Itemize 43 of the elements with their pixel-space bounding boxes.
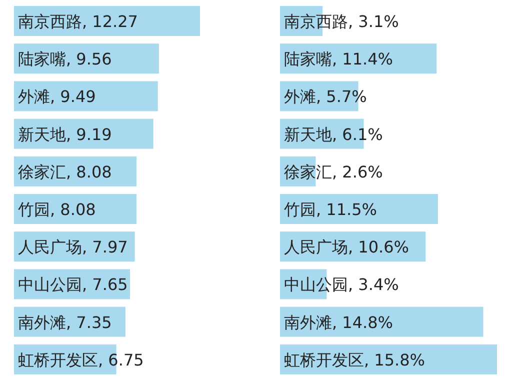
y-tick-label: 外滩 — [18, 87, 50, 106]
data-label: , 11.4% — [332, 50, 393, 69]
y-tick-label: 新天地 — [284, 124, 332, 144]
bar — [14, 81, 158, 112]
data-label: , 8.08 — [50, 200, 96, 219]
data-label: , 8.08 — [66, 162, 112, 182]
y-tick-label: 徐家汇 — [284, 162, 332, 182]
y-tick-label: 南外滩 — [284, 312, 332, 332]
y-tick-label: 徐家汇 — [18, 162, 66, 182]
data-label: , 6.1% — [332, 124, 383, 144]
data-label: , 3.1% — [348, 12, 399, 31]
data-label: , 3.4% — [348, 275, 399, 294]
y-tick-label: 竹园 — [18, 200, 50, 219]
y-tick-label: 南外滩 — [18, 312, 66, 332]
y-tick-label: 陆家嘴 — [284, 50, 332, 69]
y-tick-label: 人民广场 — [18, 238, 82, 257]
data-label: , 10.6% — [348, 238, 409, 257]
data-label: , 7.97 — [82, 238, 128, 257]
y-tick-label: 虹桥开发区 — [18, 350, 98, 370]
y-tick-label: 外滩 — [284, 87, 316, 106]
data-label: , 12.27 — [82, 12, 138, 31]
y-tick-label: 人民广场 — [284, 238, 348, 257]
data-label: , 7.65 — [82, 275, 128, 294]
y-tick-label: 竹园 — [284, 200, 316, 219]
y-tick-label: 南京西路 — [284, 12, 348, 31]
data-label: , 15.8% — [364, 350, 425, 370]
data-label: , 5.7% — [316, 87, 367, 106]
y-tick-label: 中山公园 — [284, 275, 348, 294]
data-label: , 9.49 — [50, 87, 96, 106]
data-label: , 6.75 — [98, 350, 144, 370]
y-tick-label: 新天地 — [18, 124, 66, 144]
bar — [280, 194, 438, 224]
data-label: , 11.5% — [316, 200, 377, 219]
data-label: , 14.8% — [332, 312, 393, 332]
data-label: , 2.6% — [332, 162, 383, 182]
y-tick-label: 南京西路 — [18, 12, 82, 31]
bar — [280, 306, 484, 337]
data-label: , 9.19 — [66, 124, 112, 144]
y-tick-label: 虹桥开发区 — [284, 350, 364, 370]
y-tick-label: 陆家嘴 — [18, 50, 66, 69]
data-label: , 9.56 — [66, 50, 112, 69]
y-tick-label: 中山公园 — [18, 275, 82, 294]
data-label: , 7.35 — [66, 312, 112, 332]
